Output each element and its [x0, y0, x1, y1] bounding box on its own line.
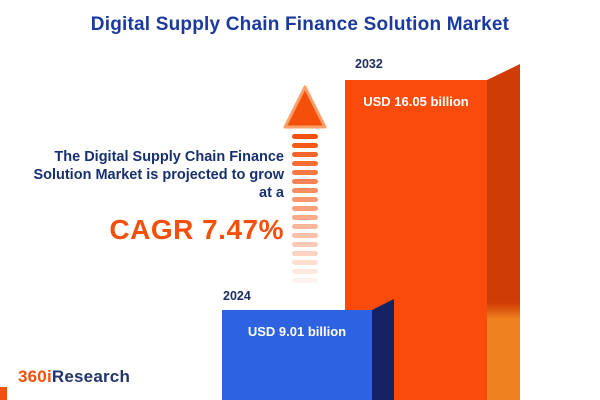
description-line-2: Solution Market is projected to grow: [33, 167, 284, 184]
cagr-value: CAGR 7.47%: [109, 214, 284, 246]
arrow-dash: [292, 206, 318, 211]
arrow-dash: [292, 215, 318, 220]
arrow-dash: [292, 242, 318, 247]
arrow-dash: [292, 143, 318, 148]
description-line-3: at a: [259, 185, 284, 202]
arrow-dash: [292, 269, 318, 274]
arrow-dash: [292, 224, 318, 229]
arrow-up-icon: [283, 84, 327, 130]
corner-accent: [0, 387, 7, 400]
bar-2024: USD 9.01 billion: [222, 310, 372, 400]
arrow-dash: [292, 197, 318, 202]
arrow-dash: [292, 134, 318, 139]
page-title: Digital Supply Chain Finance Solution Ma…: [90, 14, 510, 35]
arrow-dash: [292, 170, 318, 175]
bar-2024-side: [372, 299, 394, 400]
arrow-dash: [292, 179, 318, 184]
growth-arrow-dashes: [292, 134, 318, 287]
description-line-1: The Digital Supply Chain Finance: [54, 149, 284, 165]
logo-360iresearch: 360iResearch: [18, 367, 130, 387]
arrow-dash: [292, 278, 318, 283]
bar-2032-side: [487, 64, 520, 400]
bar-2032-value-label: USD 16.05 billion: [363, 94, 469, 109]
arrow-dash: [292, 251, 318, 256]
arrow-dash: [292, 161, 318, 166]
description-block: The Digital Supply Chain Finance Solutio…: [8, 148, 284, 247]
bar-2024-year-label: 2024: [223, 289, 251, 303]
bar-2032-year-label: 2032: [355, 57, 383, 71]
arrow-dash: [292, 260, 318, 265]
arrow-dash: [292, 233, 318, 238]
bar-2024-value-label: USD 9.01 billion: [247, 324, 347, 339]
arrow-dash: [292, 188, 318, 193]
logo-suffix: Research: [51, 367, 131, 386]
logo-prefix: 360i: [18, 367, 52, 386]
arrow-dash: [292, 152, 318, 157]
